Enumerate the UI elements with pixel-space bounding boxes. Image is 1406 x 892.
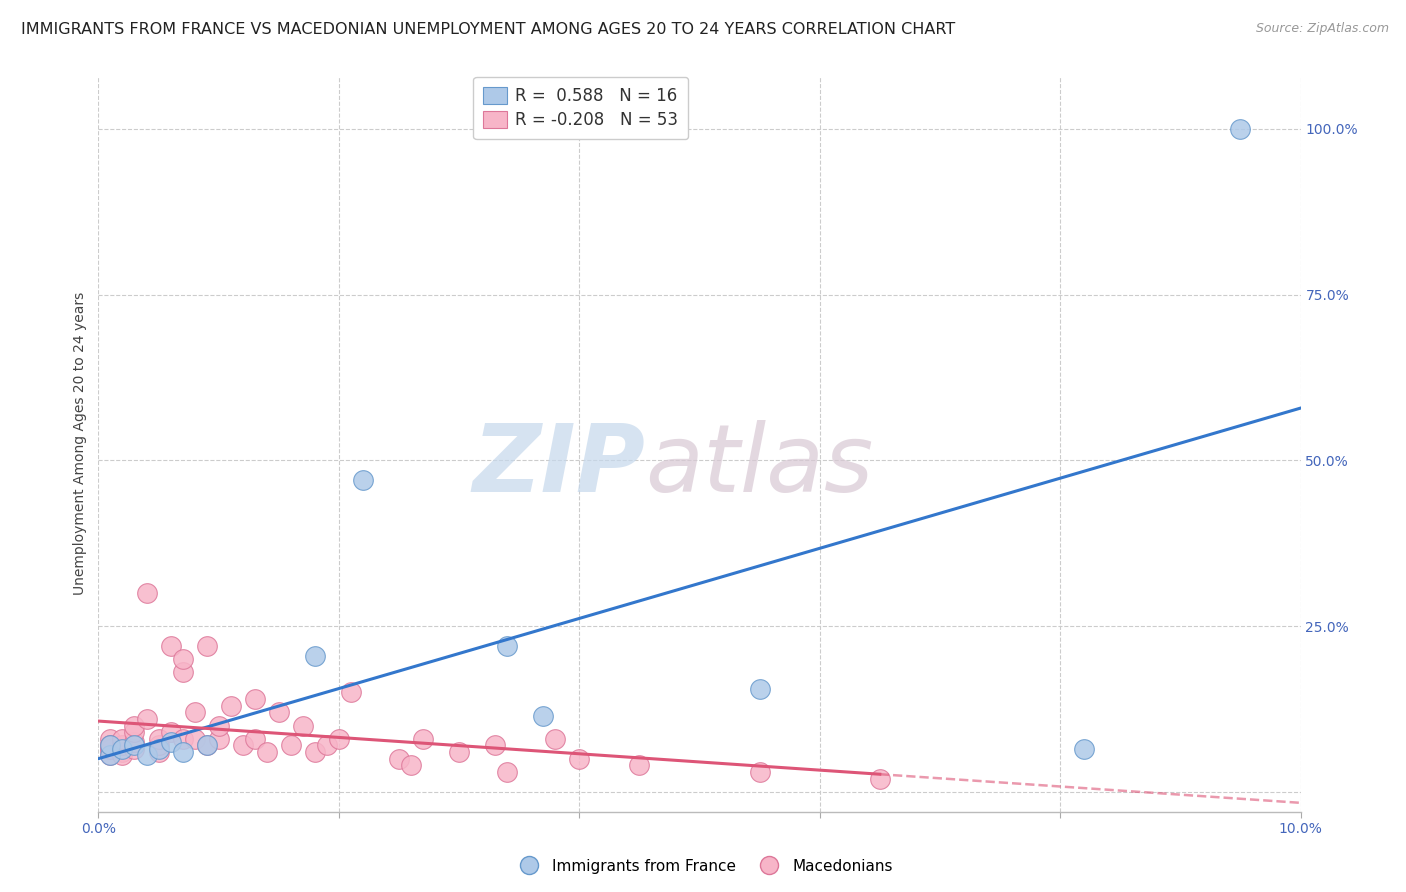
Point [256, 745, 278, 759]
Point [135, 586, 157, 600]
Point [412, 731, 434, 746]
Point [100, 731, 122, 746]
Point [304, 648, 326, 663]
Point [111, 745, 134, 759]
Point [172, 665, 194, 680]
Point [135, 712, 157, 726]
Point [148, 731, 170, 746]
Point [100, 741, 122, 756]
Point [172, 745, 194, 759]
Legend: Immigrants from France, Macedonians: Immigrants from France, Macedonians [508, 853, 898, 880]
Point [280, 739, 302, 753]
Point [484, 739, 506, 753]
Text: Source: ZipAtlas.com: Source: ZipAtlas.com [1256, 22, 1389, 36]
Point [111, 731, 134, 746]
Point [195, 639, 218, 653]
Point [496, 639, 519, 653]
Point [111, 739, 134, 753]
Point [267, 706, 290, 720]
Point [243, 692, 266, 706]
Point [340, 685, 363, 699]
Text: atlas: atlas [645, 420, 873, 511]
Point [315, 739, 337, 753]
Point [328, 731, 350, 746]
Point [568, 752, 591, 766]
Point [100, 739, 122, 753]
Point [352, 473, 374, 487]
Text: IMMIGRANTS FROM FRANCE VS MACEDONIAN UNEMPLOYMENT AMONG AGES 20 TO 24 YEARS CORR: IMMIGRANTS FROM FRANCE VS MACEDONIAN UNE… [21, 22, 955, 37]
Point [531, 708, 554, 723]
Point [243, 731, 266, 746]
Point [291, 718, 314, 732]
Point [195, 739, 218, 753]
Point [124, 741, 146, 756]
Point [447, 745, 470, 759]
Point [496, 764, 519, 779]
Point [100, 748, 122, 763]
Point [111, 741, 134, 756]
Point [208, 731, 231, 746]
Point [159, 735, 181, 749]
Y-axis label: Unemployment Among Ages 20 to 24 years: Unemployment Among Ages 20 to 24 years [73, 293, 87, 595]
Legend: R =  0.588   N = 16, R = -0.208   N = 53: R = 0.588 N = 16, R = -0.208 N = 53 [474, 77, 688, 139]
Point [183, 706, 205, 720]
Point [159, 639, 181, 653]
Point [628, 758, 651, 772]
Point [304, 745, 326, 759]
Point [388, 752, 411, 766]
Point [1229, 121, 1251, 136]
Point [232, 739, 254, 753]
Point [219, 698, 242, 713]
Point [124, 725, 146, 739]
Point [148, 741, 170, 756]
Point [124, 739, 146, 753]
Point [124, 718, 146, 732]
Point [172, 652, 194, 666]
Point [183, 731, 205, 746]
Point [748, 681, 770, 696]
Point [869, 772, 891, 786]
Text: ZIP: ZIP [472, 420, 645, 512]
Point [100, 741, 122, 756]
Point [124, 735, 146, 749]
Point [399, 758, 422, 772]
Point [748, 764, 770, 779]
Point [135, 748, 157, 763]
Point [100, 739, 122, 753]
Point [100, 748, 122, 763]
Point [111, 748, 134, 763]
Point [544, 731, 567, 746]
Point [100, 739, 122, 753]
Point [148, 739, 170, 753]
Point [1073, 741, 1095, 756]
Point [159, 725, 181, 739]
Point [208, 718, 231, 732]
Point [148, 745, 170, 759]
Point [172, 731, 194, 746]
Point [195, 739, 218, 753]
